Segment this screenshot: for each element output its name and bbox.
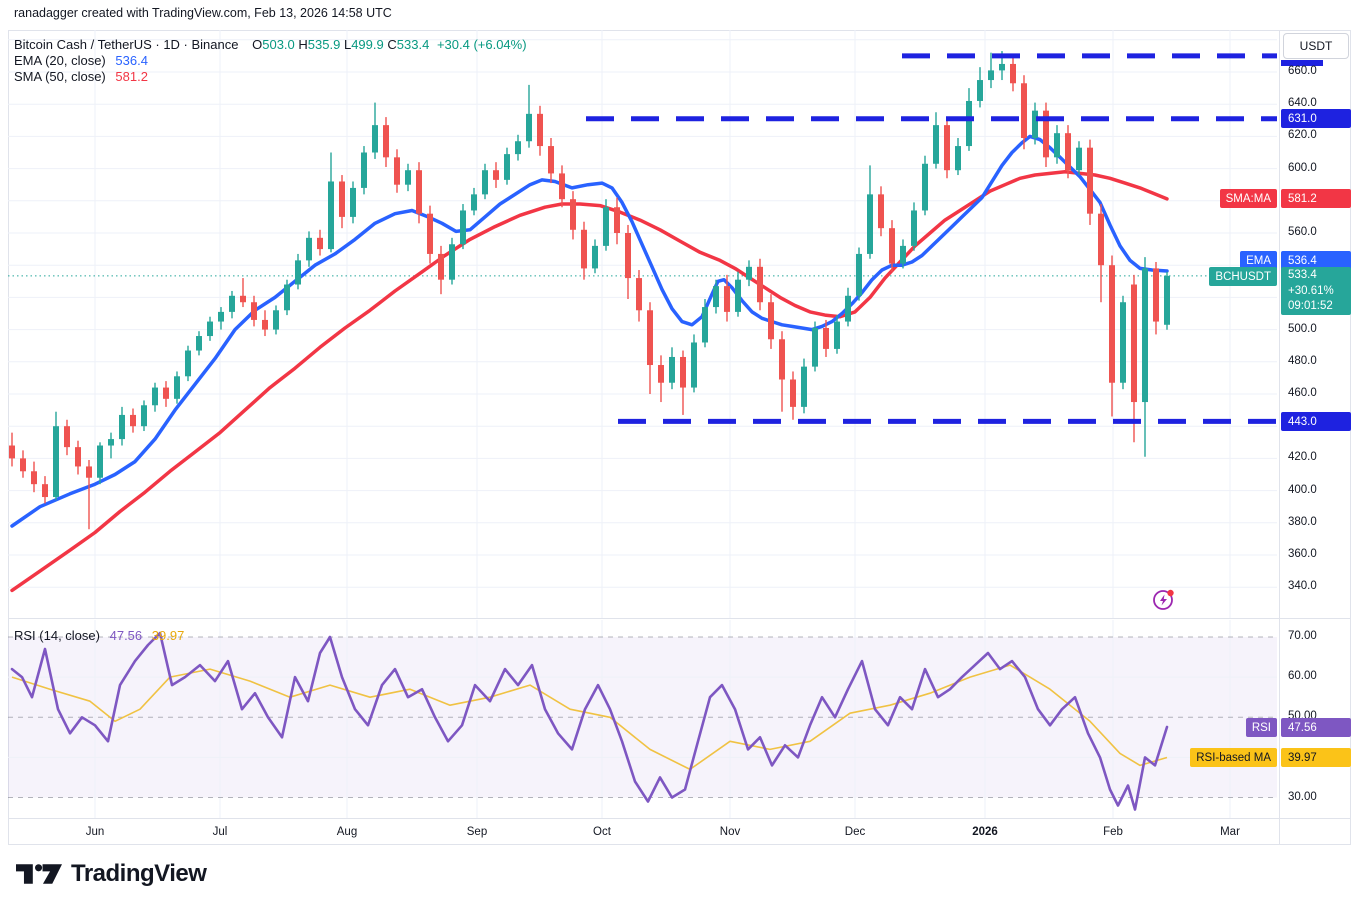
rsi-tick: 30.00 [1288,791,1317,803]
low-label: L [343,37,352,52]
high-label: H [298,37,308,52]
time-axis-label: Nov [719,826,741,838]
legend-row-sma: SMA (50, close) 581.2 [14,69,527,85]
attribution-text: ranadagger created with TradingView.com,… [14,6,392,20]
time-axis-label: Feb [1103,826,1123,838]
rsi-axis-tag: RSI [1245,718,1277,737]
tradingview-mark-icon [16,864,62,884]
chart-frame [8,30,1351,845]
level-price-badge[interactable]: 443.0 [1281,412,1351,431]
rsi-ma-axis-tag: RSI-based MA [1190,748,1277,767]
sma-axis-tag: SMA:MA [1219,189,1277,208]
close-label: C [387,37,397,52]
price-tick: 400.0 [1288,484,1317,496]
price-tick: 560.0 [1288,226,1317,238]
price-axis-separator [1279,30,1280,845]
tradingview-wordmark: TradingView [71,860,207,887]
symbol-legend: Bitcoin Cash / TetherUS · 1D · Binance O… [14,37,527,85]
price-tick: 480.0 [1288,355,1317,367]
ema-indicator-value: 536.4 [115,53,148,68]
rsi-ma-axis-value: 39.97 [1281,748,1351,767]
rsi-pane-canvas[interactable] [8,620,1279,818]
time-axis-label: Mar [1220,826,1240,838]
change-value: +30.4 (+6.04%) [436,37,527,52]
time-axis-label: Aug [336,826,358,838]
level-price-badge[interactable]: 631.0 [1281,109,1351,128]
pane-divider[interactable] [8,618,1351,619]
rsi-ma-value: 39.97 [151,628,185,643]
sma-indicator-value: 581.2 [115,69,148,84]
time-axis-label: Sep [466,826,488,838]
rsi-indicator-label[interactable]: RSI (14, close) [14,628,100,643]
time-axis-label: 2026 [972,826,998,838]
low-value: 499.9 [351,37,384,52]
time-axis-label: Dec [844,826,866,838]
rsi-tick: 70.00 [1288,630,1317,642]
price-tick: 660.0 [1288,65,1317,77]
time-axis-separator [8,818,1351,819]
close-value: 533.4 [396,37,430,52]
price-tick: 460.0 [1288,387,1317,399]
time-axis-label: Jun [85,826,105,838]
last-price-badge: 533.4 +30.61% 09:01:52 [1281,267,1351,315]
legend-row-ema: EMA (20, close) 536.4 [14,53,527,69]
legend-row-symbol: Bitcoin Cash / TetherUS · 1D · Binance O… [14,37,527,53]
open-label: O [252,37,263,52]
high-value: 535.9 [307,37,341,52]
symbol-axis-tag: BCHUSDT [1209,267,1277,286]
price-tick: 420.0 [1288,451,1317,463]
price-tick: 360.0 [1288,548,1317,560]
sma-indicator-label[interactable]: SMA (50, close) [14,69,106,84]
price-tick: 620.0 [1288,129,1317,141]
time-axis-label: Jul [212,826,228,838]
open-value: 503.0 [262,37,295,52]
symbol-title[interactable]: Bitcoin Cash / TetherUS · 1D · Binance [14,37,239,52]
upper-level-axis-marker [1281,60,1323,66]
rsi-axis-value: 47.56 [1281,718,1351,737]
time-axis-label: Oct [593,826,611,838]
ema-indicator-label[interactable]: EMA (20, close) [14,53,106,68]
rsi-tick: 60.00 [1288,670,1317,682]
price-tick: 380.0 [1288,516,1317,528]
price-tick: 340.0 [1288,580,1317,592]
currency-toggle-button[interactable]: USDT [1283,33,1349,59]
price-tick: 500.0 [1288,323,1317,335]
price-tick: 600.0 [1288,162,1317,174]
rsi-legend: RSI (14, close) 47.56 39.97 [14,628,184,643]
ema-axis-value: 536.4 [1281,251,1351,270]
rsi-value: 47.56 [109,628,143,643]
ema-axis-tag: EMA [1240,251,1277,270]
flash-boost-icon[interactable] [1150,585,1178,613]
sma-axis-value: 581.2 [1281,189,1351,208]
tradingview-logo[interactable]: TradingView [16,858,207,890]
price-pane-canvas[interactable] [8,30,1279,618]
price-tick: 640.0 [1288,97,1317,109]
